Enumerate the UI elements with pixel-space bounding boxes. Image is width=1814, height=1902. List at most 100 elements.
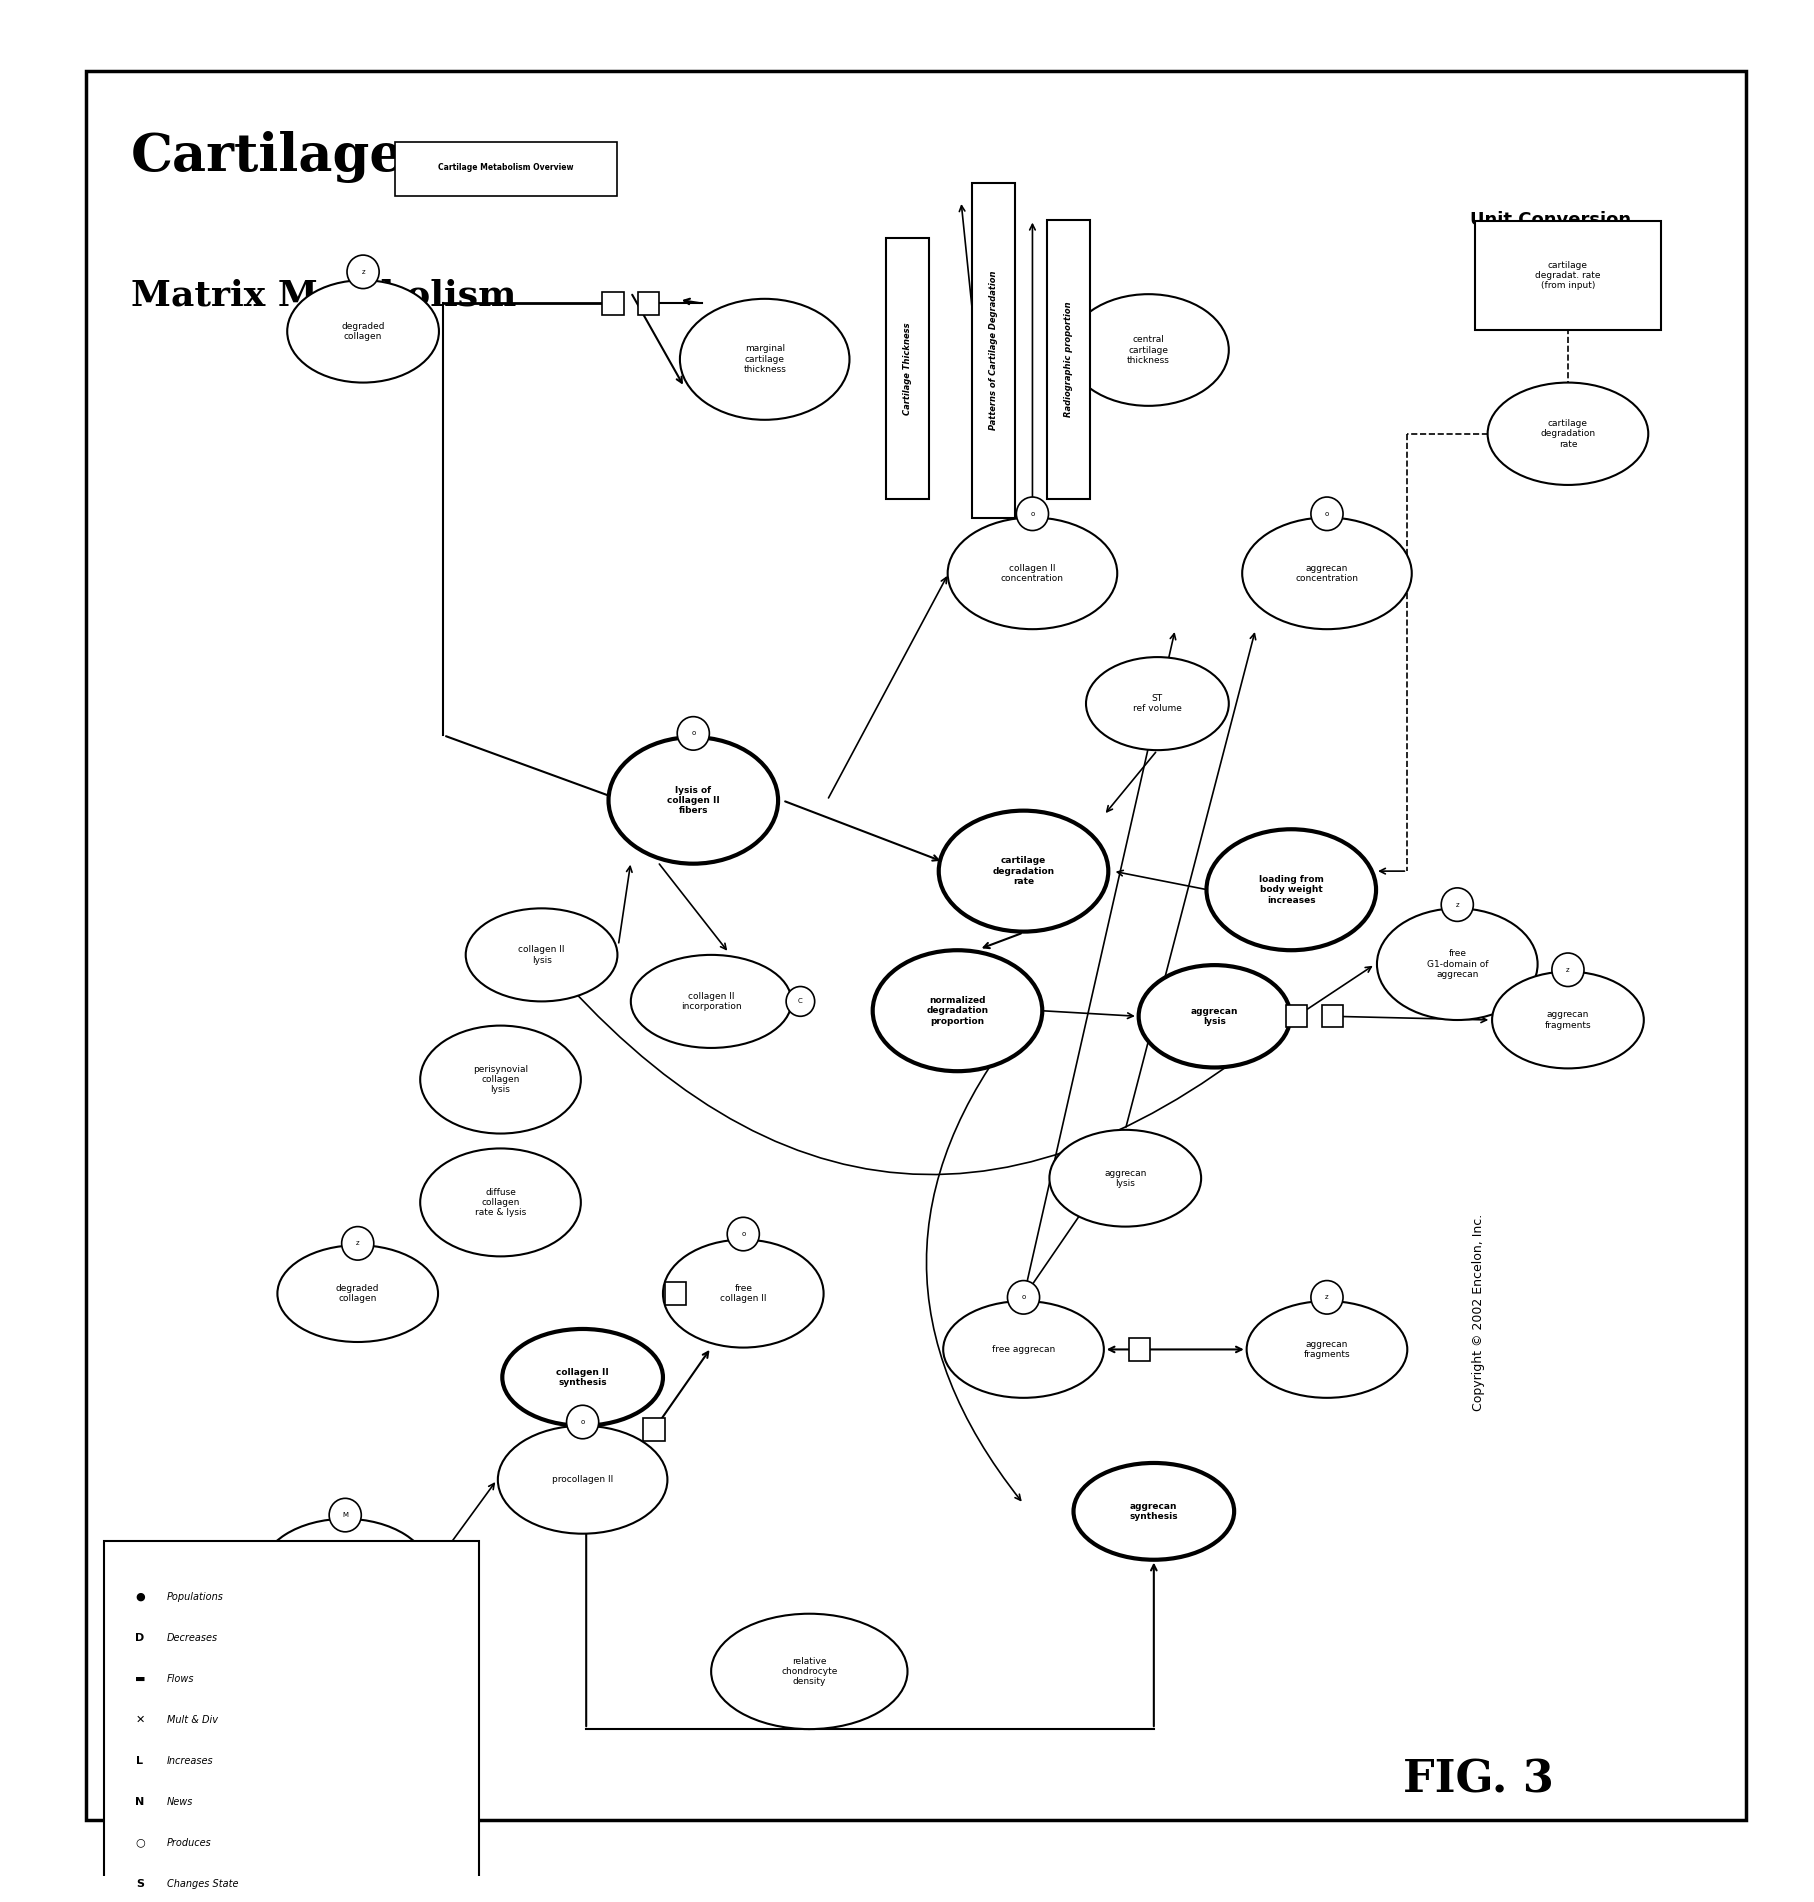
Ellipse shape <box>711 1613 907 1729</box>
Ellipse shape <box>1072 1463 1234 1560</box>
Circle shape <box>1310 496 1342 531</box>
Text: o: o <box>1324 512 1328 517</box>
Text: collagen II
incorporation: collagen II incorporation <box>680 991 742 1012</box>
Text: C: C <box>798 999 802 1004</box>
Text: procollagen II: procollagen II <box>551 1476 613 1484</box>
FancyBboxPatch shape <box>885 238 929 498</box>
FancyBboxPatch shape <box>664 1282 686 1305</box>
Ellipse shape <box>631 955 791 1048</box>
Ellipse shape <box>1048 1130 1201 1227</box>
Ellipse shape <box>1487 382 1647 485</box>
Text: degraded
collagen: degraded collagen <box>341 321 385 340</box>
Text: free aggrecan: free aggrecan <box>992 1345 1054 1354</box>
FancyBboxPatch shape <box>1128 1339 1150 1360</box>
Text: Radiographic proportion: Radiographic proportion <box>1063 302 1072 417</box>
Text: Cartilage: Cartilage <box>131 131 405 183</box>
Text: o: o <box>1030 512 1034 517</box>
Text: o: o <box>691 730 695 736</box>
Text: central
cartilage
thickness: central cartilage thickness <box>1126 335 1170 365</box>
FancyBboxPatch shape <box>637 293 658 314</box>
Text: Patterns of Cartilage Degradation: Patterns of Cartilage Degradation <box>989 270 998 430</box>
Ellipse shape <box>1085 656 1228 749</box>
Ellipse shape <box>278 1246 437 1343</box>
Text: loading from
body weight
increases: loading from body weight increases <box>1259 875 1322 905</box>
FancyBboxPatch shape <box>642 1419 664 1440</box>
Text: relative
chondrocyte
density: relative chondrocyte density <box>780 1657 836 1687</box>
Text: News: News <box>167 1797 192 1807</box>
Text: Produces: Produces <box>167 1837 212 1847</box>
Text: ○: ○ <box>134 1837 145 1847</box>
Text: D: D <box>136 1634 145 1643</box>
Text: cartilage
C-propeptide: cartilage C-propeptide <box>316 1563 374 1582</box>
Text: collagen II
concentration: collagen II concentration <box>1000 563 1063 584</box>
Text: free
collagen II: free collagen II <box>720 1284 766 1303</box>
Ellipse shape <box>873 951 1041 1071</box>
Text: cartilage
degradation
rate: cartilage degradation rate <box>992 856 1054 886</box>
Ellipse shape <box>1491 972 1643 1069</box>
Ellipse shape <box>259 1520 430 1626</box>
Circle shape <box>1007 1280 1039 1314</box>
Circle shape <box>1440 888 1473 921</box>
Text: Copyright © 2002 Encelon, Inc.: Copyright © 2002 Encelon, Inc. <box>1471 1213 1484 1411</box>
Ellipse shape <box>938 810 1108 932</box>
Text: o: o <box>580 1419 584 1425</box>
Text: ▬: ▬ <box>134 1674 145 1683</box>
Text: Matrix Metabolism: Matrix Metabolism <box>131 280 517 312</box>
Ellipse shape <box>497 1426 668 1533</box>
Text: cartilage
degradation
rate: cartilage degradation rate <box>1540 418 1595 449</box>
Text: Flows: Flows <box>167 1674 194 1683</box>
FancyBboxPatch shape <box>103 1541 479 1902</box>
Ellipse shape <box>502 1329 662 1426</box>
Text: Changes State: Changes State <box>167 1879 238 1889</box>
Text: collagen II
synthesis: collagen II synthesis <box>555 1368 610 1387</box>
Text: lysis of
collagen II
fibers: lysis of collagen II fibers <box>666 786 720 816</box>
Ellipse shape <box>1246 1301 1406 1398</box>
Ellipse shape <box>421 1025 580 1134</box>
Text: aggrecan
concentration: aggrecan concentration <box>1295 563 1357 584</box>
Ellipse shape <box>943 1301 1103 1398</box>
Ellipse shape <box>662 1240 824 1349</box>
Text: cartilage
degradat. rate
(from input): cartilage degradat. rate (from input) <box>1535 261 1600 291</box>
Text: aggrecan
lysis: aggrecan lysis <box>1103 1168 1146 1189</box>
Text: aggrecan
fragments: aggrecan fragments <box>1544 1010 1591 1029</box>
Text: marginal
cartilage
thickness: marginal cartilage thickness <box>744 344 785 375</box>
Text: N: N <box>136 1797 145 1807</box>
Text: ST
ref volume: ST ref volume <box>1132 694 1181 713</box>
Text: perisynovial
collagen
lysis: perisynovial collagen lysis <box>473 1065 528 1094</box>
Circle shape <box>566 1406 599 1438</box>
Circle shape <box>1310 1280 1342 1314</box>
FancyBboxPatch shape <box>1321 1004 1342 1027</box>
FancyBboxPatch shape <box>1047 221 1088 498</box>
Circle shape <box>677 717 709 749</box>
FancyBboxPatch shape <box>87 70 1745 1820</box>
Circle shape <box>341 1227 374 1261</box>
Circle shape <box>328 1499 361 1531</box>
Ellipse shape <box>466 909 617 1002</box>
Text: Increases: Increases <box>167 1756 214 1765</box>
Ellipse shape <box>608 738 778 864</box>
Text: S: S <box>136 1879 143 1889</box>
Text: aggrecan
lysis: aggrecan lysis <box>1190 1006 1237 1025</box>
Text: diffuse
collagen
rate & lysis: diffuse collagen rate & lysis <box>475 1187 526 1217</box>
Text: M: M <box>343 1512 348 1518</box>
Text: z: z <box>1565 966 1569 972</box>
Circle shape <box>727 1217 758 1252</box>
Ellipse shape <box>1137 964 1290 1067</box>
Text: normalized
degradation
proportion: normalized degradation proportion <box>925 997 989 1025</box>
Text: aggrecan
fragments: aggrecan fragments <box>1302 1339 1350 1360</box>
Text: Decreases: Decreases <box>167 1634 218 1643</box>
Text: Populations: Populations <box>167 1592 223 1601</box>
Text: z: z <box>1324 1295 1328 1301</box>
FancyBboxPatch shape <box>1284 1004 1306 1027</box>
Text: ✕: ✕ <box>136 1716 145 1725</box>
Ellipse shape <box>421 1149 580 1257</box>
FancyBboxPatch shape <box>970 183 1014 517</box>
Text: free
G1-domain of
aggrecan: free G1-domain of aggrecan <box>1426 949 1487 980</box>
Ellipse shape <box>1206 829 1375 951</box>
Ellipse shape <box>1377 909 1536 1019</box>
Text: z: z <box>361 268 365 274</box>
Circle shape <box>1551 953 1584 987</box>
FancyBboxPatch shape <box>602 293 624 314</box>
Ellipse shape <box>287 280 439 382</box>
Text: L: L <box>136 1756 143 1765</box>
